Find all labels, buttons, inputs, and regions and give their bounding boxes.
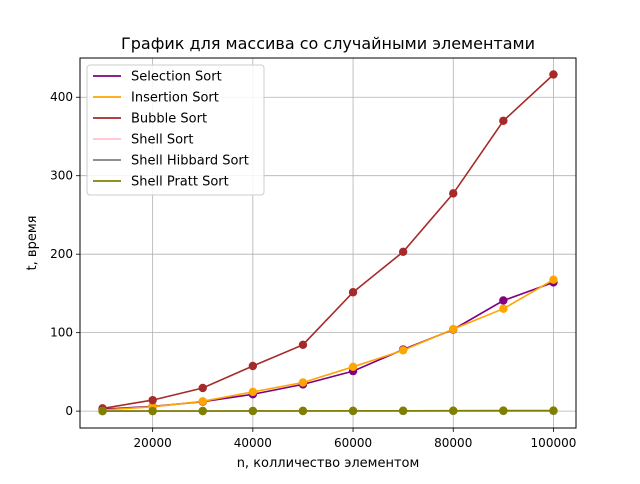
series-line: [103, 411, 554, 412]
legend-label: Shell Hibbard Sort: [131, 154, 249, 169]
data-point: [449, 325, 457, 333]
data-point: [549, 70, 557, 78]
data-point: [349, 288, 357, 296]
data-point: [449, 189, 457, 197]
legend-label: Insertion Sort: [131, 91, 219, 106]
x-axis-label: n, колличество элементом: [237, 456, 420, 471]
data-point: [299, 341, 307, 349]
data-point: [199, 407, 207, 415]
legend-label: Shell Sort: [131, 133, 194, 148]
chart-title: График для массива со случайными элемент…: [121, 34, 535, 53]
x-tick-label: 20000: [134, 436, 172, 450]
data-point: [499, 296, 507, 304]
x-tick-label: 100000: [531, 436, 577, 450]
data-point: [349, 363, 357, 371]
y-tick-label: 0: [65, 404, 73, 418]
data-point: [549, 275, 557, 283]
data-point: [249, 362, 257, 370]
legend-label: Selection Sort: [131, 70, 222, 85]
data-point: [499, 117, 507, 125]
x-tick-label: 40000: [234, 436, 272, 450]
data-point: [249, 407, 257, 415]
data-point: [148, 396, 156, 404]
data-point: [249, 388, 257, 396]
y-tick-label: 300: [50, 169, 73, 183]
data-point: [549, 406, 557, 414]
y-tick-label: 200: [50, 247, 73, 261]
y-tick-label: 100: [50, 326, 73, 340]
data-point: [399, 407, 407, 415]
x-tick-label: 60000: [334, 436, 372, 450]
data-point: [449, 406, 457, 414]
data-point: [499, 305, 507, 313]
data-point: [148, 407, 156, 415]
legend: Selection Sort Insertion Sort Bubble Sort S…: [87, 65, 264, 195]
data-point: [98, 407, 106, 415]
data-point: [399, 346, 407, 354]
data-point: [199, 384, 207, 392]
legend-label: Shell Pratt Sort: [131, 175, 229, 190]
data-point: [499, 406, 507, 414]
data-point: [399, 248, 407, 256]
data-point: [349, 407, 357, 415]
y-tick-label: 400: [50, 90, 73, 104]
y-axis-label: t, время: [25, 216, 40, 271]
data-point: [299, 407, 307, 415]
x-tick-label: 80000: [434, 436, 472, 450]
data-point: [199, 397, 207, 405]
legend-label: Bubble Sort: [131, 112, 207, 127]
data-point: [299, 378, 307, 386]
